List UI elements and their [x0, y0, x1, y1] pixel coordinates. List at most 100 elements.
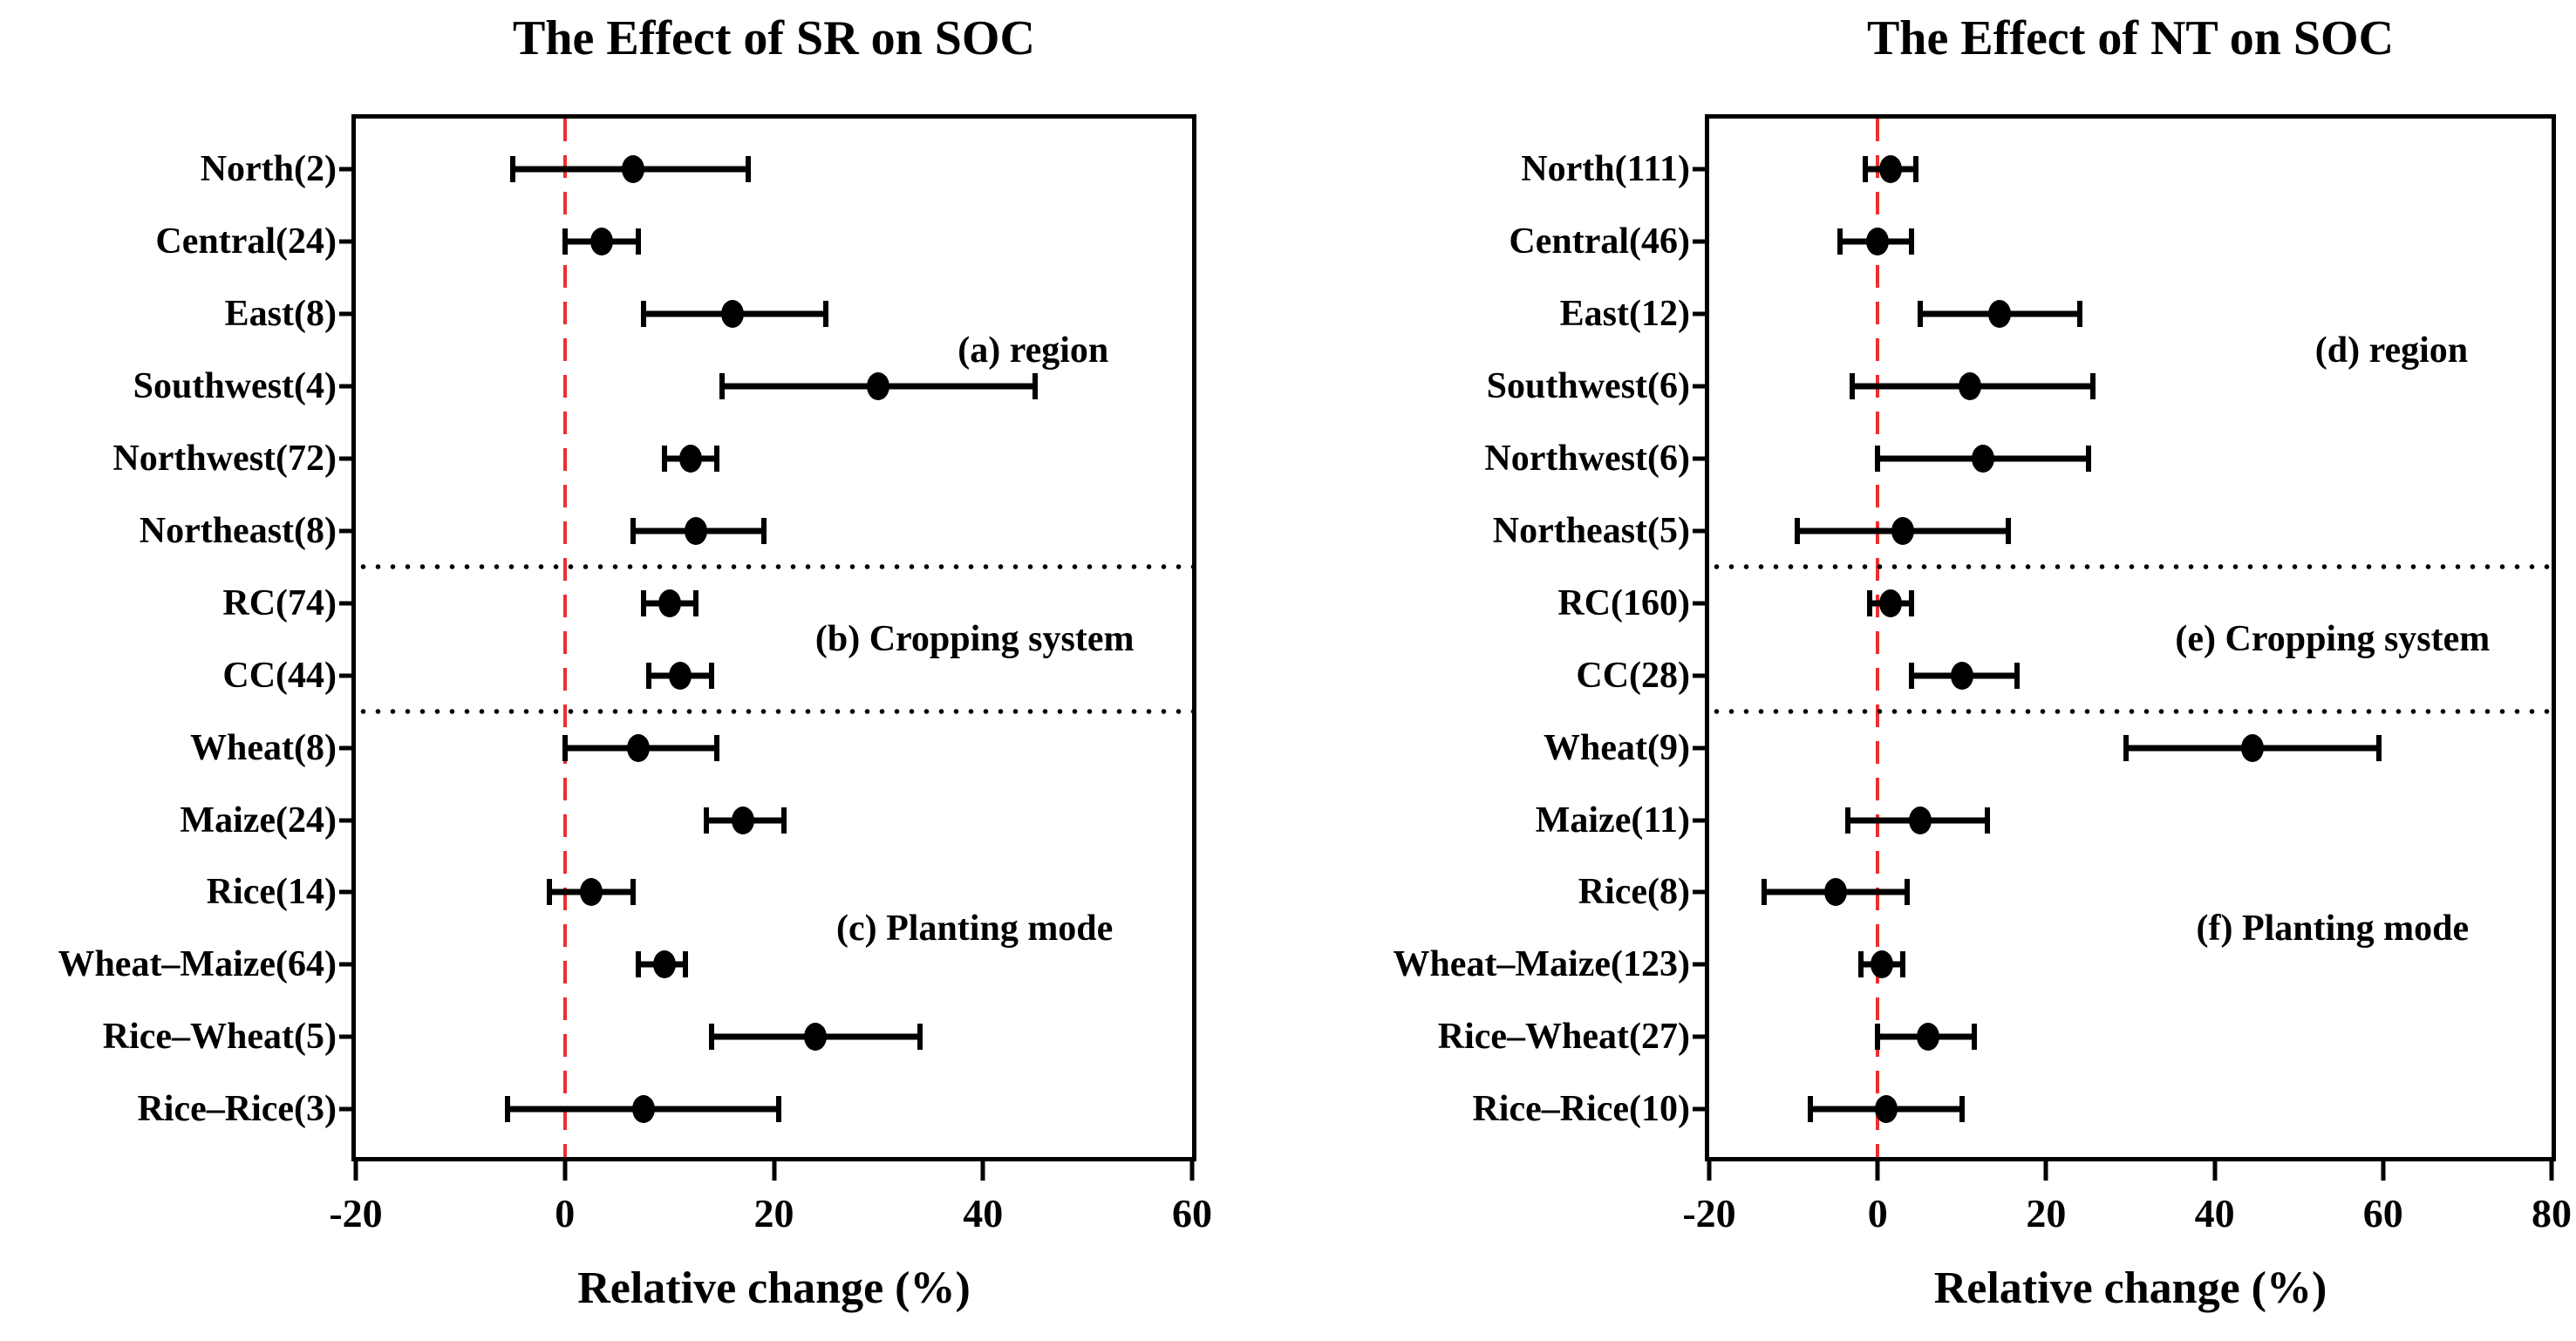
x-axis-tick: [1707, 1161, 1712, 1181]
category-label: Central(46): [1509, 221, 1690, 262]
error-bar-cap: [562, 734, 568, 761]
error-bar-cap: [776, 1096, 782, 1123]
point-marker: [867, 372, 890, 401]
y-axis-tick: [1693, 818, 1705, 823]
plot-area-left: North(2) Central(24) East(8) Southwest(4) No…: [58, 114, 1212, 1234]
y-axis-tick: [1693, 889, 1705, 895]
point-marker: [1908, 806, 1932, 834]
category-label: Central(24): [155, 221, 337, 262]
category-label: RC(160): [1557, 582, 1690, 623]
x-axis-tick: [1189, 1161, 1195, 1181]
y-axis-tick: [339, 601, 351, 606]
point-marker: [684, 516, 707, 545]
x-axis-tick: [980, 1161, 985, 1181]
error-bar-cap: [2375, 734, 2382, 761]
x-axis-tick: [353, 1161, 358, 1181]
error-bar-cap: [1912, 156, 1918, 183]
section-label: (f) Planting mode: [2196, 908, 2470, 949]
category-label: CC(28): [1576, 655, 1690, 696]
x-axis-label-left: Relative change (%): [577, 1263, 971, 1313]
x-tick-label: 20: [2026, 1191, 2067, 1235]
y-axis-tick: [339, 673, 351, 678]
category-label: East(12): [1559, 294, 1690, 335]
error-bar-cap: [781, 807, 787, 834]
category-label: Northwest(6): [1484, 439, 1690, 479]
error-bar-cap: [708, 662, 714, 689]
error-bar-cap: [1900, 951, 1906, 978]
point-marker: [589, 228, 613, 256]
y-axis-tick: [339, 384, 351, 389]
error-bar-cap: [504, 1096, 510, 1123]
y-axis-tick: [1693, 239, 1705, 244]
point-marker: [1866, 228, 1890, 256]
y-axis-tick: [339, 1106, 351, 1112]
error-bar-cap: [1761, 879, 1767, 906]
x-axis-tick: [2043, 1161, 2048, 1181]
section-label: (e) Cropping system: [2175, 619, 2491, 660]
zero-reference-line: [1876, 119, 1880, 1157]
error-bar-cap: [682, 951, 688, 978]
error-bar-cap: [1845, 807, 1851, 834]
section-label: (b) Cropping system: [814, 619, 1135, 660]
y-axis-tick: [339, 528, 351, 534]
y-axis-tick: [339, 889, 351, 895]
error-bar-cap: [823, 301, 829, 328]
error-bar-cap: [630, 517, 636, 544]
separator-line: [1709, 709, 2552, 715]
error-bar-cap: [630, 879, 636, 906]
error-bar-cap: [1875, 446, 1881, 472]
error-bar-cap: [1807, 1096, 1813, 1123]
error-bar-cap: [640, 589, 646, 616]
error-bar-cap: [1959, 1096, 1965, 1123]
y-axis-tick: [339, 311, 351, 317]
error-bar-cap: [640, 301, 646, 328]
category-label: Wheat–Maize(123): [1393, 944, 1690, 985]
x-tick-label: -20: [1682, 1191, 1736, 1235]
category-label: Wheat–Maize(64): [58, 944, 337, 985]
separator-line: [356, 564, 1192, 570]
point-marker: [652, 950, 676, 979]
x-tick-label: 60: [2362, 1191, 2403, 1235]
error-bar-cap: [719, 373, 725, 400]
point-marker: [1874, 1095, 1898, 1124]
error-bar-cap: [509, 156, 515, 183]
y-axis-tick: [1693, 311, 1705, 317]
error-bar-cap: [1972, 1024, 1978, 1051]
x-tick-label: 0: [1867, 1191, 1888, 1235]
category-label: North(2): [200, 149, 337, 190]
error-bar-cap: [2089, 373, 2096, 400]
error-bar-cap: [546, 879, 552, 906]
error-bar-cap: [2123, 734, 2130, 761]
category-label: North(111): [1521, 149, 1690, 190]
category-label: Northwest(72): [112, 439, 337, 479]
error-bar-cap: [745, 156, 751, 183]
point-marker: [1917, 1023, 1940, 1052]
y-axis-tick: [1693, 962, 1705, 967]
error-bar-cap: [1837, 228, 1843, 255]
category-label: Southwest(6): [1486, 366, 1690, 407]
y-axis-tick: [1693, 1034, 1705, 1039]
zero-reference-line: [562, 119, 567, 1157]
point-marker: [2241, 733, 2265, 762]
y-axis-tick: [339, 167, 351, 172]
category-label: Rice–Rice(3): [137, 1089, 337, 1130]
x-axis-tick: [1875, 1161, 1880, 1181]
error-bar-cap: [708, 1024, 714, 1051]
error-bar-cap: [2085, 446, 2091, 472]
y-axis-tick: [1693, 601, 1705, 606]
error-bar-cap: [1905, 879, 1910, 906]
point-marker: [658, 589, 681, 617]
category-label: Rice–Wheat(27): [1437, 1017, 1690, 1058]
y-axis-tick: [1693, 456, 1705, 461]
y-axis-tick: [339, 1034, 351, 1039]
error-bar-cap: [760, 517, 767, 544]
y-axis-tick: [339, 818, 351, 823]
point-marker: [626, 733, 650, 762]
category-label: CC(44): [222, 655, 337, 696]
panel-title-right: The Effect of NT on SOC: [1866, 11, 2395, 65]
error-bar-cap: [635, 228, 641, 255]
x-tick-label: 80: [2532, 1191, 2572, 1235]
error-bar-cap: [1862, 156, 1868, 183]
error-bar-cap: [1866, 589, 1872, 616]
error-bar-cap: [1908, 662, 1914, 689]
